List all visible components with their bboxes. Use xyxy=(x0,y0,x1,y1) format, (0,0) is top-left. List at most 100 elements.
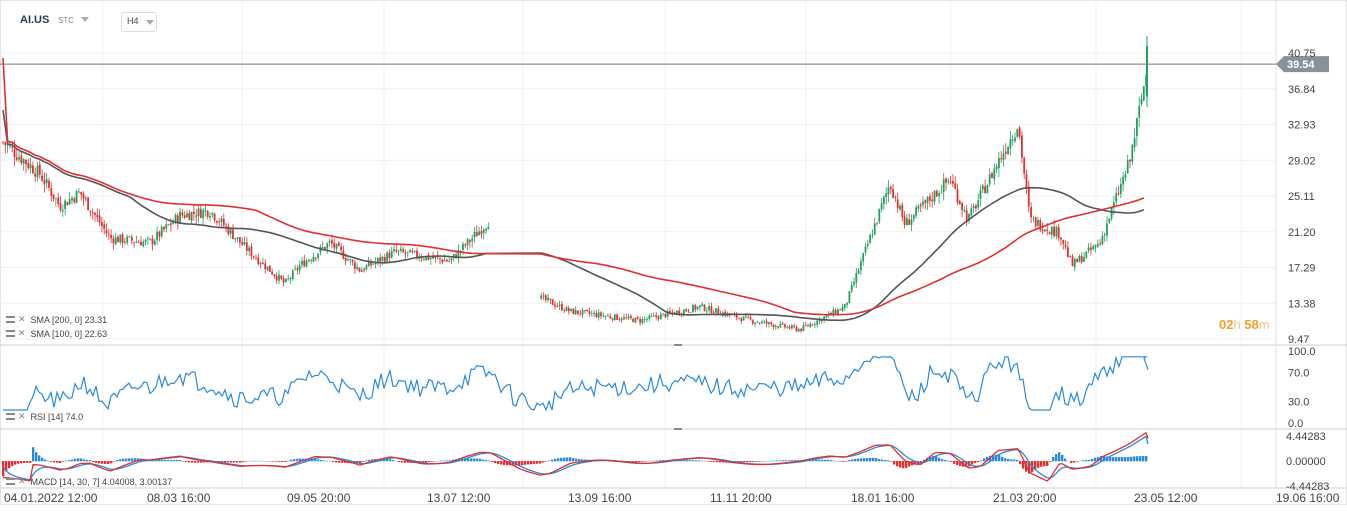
candle xyxy=(27,158,30,171)
candle xyxy=(1117,185,1120,197)
macd-bar xyxy=(452,459,455,462)
macd-bar xyxy=(872,457,875,462)
candle xyxy=(1085,251,1088,260)
candle xyxy=(659,311,662,320)
chevron-down-icon[interactable] xyxy=(81,17,89,22)
candle xyxy=(259,261,262,269)
macd-bar xyxy=(1115,457,1118,462)
macd-legend[interactable]: ✕ MACD [14, 30, 7] 4.04008, 3.00137 xyxy=(6,476,172,487)
macd-bar xyxy=(440,460,443,462)
macd-bar xyxy=(1091,458,1094,462)
macd-bar xyxy=(656,460,659,462)
candle xyxy=(653,312,655,317)
candle xyxy=(574,306,577,315)
candle xyxy=(114,232,117,246)
candle xyxy=(471,234,474,248)
candle xyxy=(245,236,248,256)
candle xyxy=(910,214,913,232)
macd-bar xyxy=(179,460,182,462)
macd-bar xyxy=(638,461,641,462)
candle xyxy=(1023,156,1026,180)
macd-bar xyxy=(944,459,947,462)
macd-bar xyxy=(155,460,158,462)
candle xyxy=(708,302,710,314)
candle xyxy=(561,301,563,312)
macd-bar xyxy=(530,461,533,465)
candle xyxy=(807,323,809,327)
macd-bar xyxy=(476,458,479,462)
macd-bar xyxy=(1061,454,1064,462)
candle xyxy=(243,236,246,246)
time-tick-label: 13.09 16:00 xyxy=(568,491,632,505)
menu-icon[interactable] xyxy=(6,478,15,485)
candle xyxy=(949,175,952,185)
candle xyxy=(542,292,545,300)
macd-bar xyxy=(1019,461,1022,465)
timeframe-select[interactable]: H4 xyxy=(121,12,157,32)
macd-bar xyxy=(53,461,56,463)
candle xyxy=(98,209,101,226)
candle xyxy=(1014,132,1016,144)
macd-bar xyxy=(71,459,74,462)
candle xyxy=(570,308,572,313)
macd-bar xyxy=(389,459,392,462)
macd-legend-label: MACD [14, 30, 7] 4.04008, 3.00137 xyxy=(30,476,173,487)
candle xyxy=(199,204,202,219)
sma100-legend[interactable]: ✕ SMA [100, 0] 22.63 xyxy=(6,328,107,339)
candle xyxy=(1032,215,1035,223)
symbol-label[interactable]: AI.US xyxy=(20,14,50,26)
macd-bar xyxy=(989,455,992,462)
macd-bar xyxy=(839,461,842,462)
candle xyxy=(167,223,170,226)
macd-bar xyxy=(431,461,434,462)
macd-bar xyxy=(11,461,14,466)
candle xyxy=(970,203,973,218)
candle xyxy=(597,308,600,321)
close-icon[interactable]: ✕ xyxy=(18,314,26,324)
candle xyxy=(105,223,108,238)
candle xyxy=(328,238,331,247)
candle xyxy=(52,194,55,202)
candle xyxy=(903,210,906,229)
candle xyxy=(78,188,80,194)
candle xyxy=(717,305,720,315)
candle xyxy=(101,216,103,233)
candle xyxy=(213,212,216,223)
panel-resize-handle[interactable] xyxy=(674,344,682,346)
menu-icon[interactable] xyxy=(6,413,15,420)
macd-bar xyxy=(977,461,980,463)
menu-icon[interactable] xyxy=(6,316,15,323)
candle xyxy=(232,224,234,240)
panel-resize-handle[interactable] xyxy=(674,428,682,430)
menu-icon[interactable] xyxy=(6,330,15,337)
close-icon[interactable]: ✕ xyxy=(18,411,26,421)
macd-bar xyxy=(383,459,386,462)
candle xyxy=(636,315,639,321)
candle xyxy=(883,195,885,211)
candle xyxy=(556,302,559,308)
candle xyxy=(1009,130,1012,156)
close-icon[interactable]: ✕ xyxy=(18,476,26,486)
sma200-legend[interactable]: ✕ SMA [200, 0] 23.31 xyxy=(6,314,107,325)
candle xyxy=(878,208,881,225)
candle xyxy=(889,185,892,195)
macd-bar xyxy=(827,459,830,462)
rsi-legend[interactable]: ✕ RSI [14] 74.0 xyxy=(6,411,83,422)
close-icon[interactable]: ✕ xyxy=(18,328,26,338)
macd-bar xyxy=(101,461,104,464)
macd-bar xyxy=(479,458,482,462)
candle xyxy=(724,309,727,318)
macd-bar xyxy=(1082,460,1085,462)
candle xyxy=(296,265,299,275)
candle xyxy=(1090,242,1092,256)
price-tick-label: 9.47 xyxy=(1288,334,1309,346)
candle xyxy=(406,251,409,258)
candle xyxy=(984,179,986,194)
macd-bar xyxy=(1001,456,1004,462)
candle xyxy=(968,213,970,224)
candle xyxy=(84,195,87,202)
macd-bar xyxy=(62,461,65,462)
candle xyxy=(929,192,931,207)
candle xyxy=(839,308,842,311)
